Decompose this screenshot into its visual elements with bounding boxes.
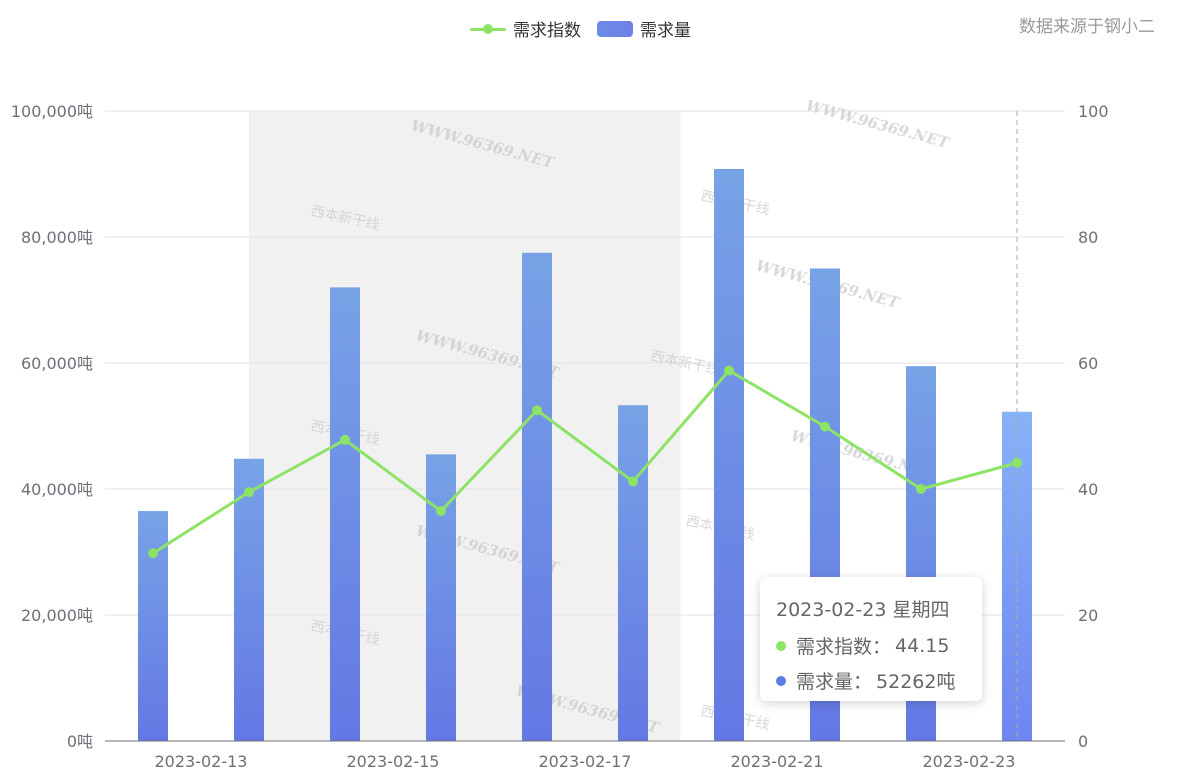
y-right-tick-label: 100 [1078, 102, 1109, 121]
x-tick-label: 2023-02-13 [155, 752, 248, 771]
bar-series-icon [597, 20, 633, 37]
watermark-url: WWW.96369.NET [804, 96, 953, 152]
y-right-tick-label: 80 [1078, 228, 1098, 247]
tooltip-sep: ： [872, 636, 892, 658]
y-right-tick-label: 20 [1078, 606, 1098, 625]
bar [330, 287, 360, 741]
y-left-tick-label: 60,000吨 [21, 354, 93, 373]
line-point [916, 484, 926, 494]
y-left-tick-label: 80,000吨 [21, 228, 93, 247]
line-point [244, 487, 254, 498]
y-right-tick-label: 40 [1078, 480, 1098, 499]
line-point [820, 421, 830, 432]
line-series-icon [470, 23, 506, 35]
line-point [436, 506, 446, 517]
bar [618, 405, 648, 741]
x-tick-label: 2023-02-23 [923, 752, 1016, 771]
legend: 需求指数 需求量 [470, 16, 707, 41]
tooltip-line-name: 需求指数 [796, 636, 873, 658]
tooltip-bar-name: 需求量 [796, 671, 854, 693]
bar [234, 458, 264, 741]
tooltip-line-value: 44.15 [895, 634, 950, 657]
legend-item-bar[interactable]: 需求量 [597, 16, 691, 41]
legend-bar-label: 需求量 [640, 21, 691, 41]
legend-item-line[interactable]: 需求指数 [470, 16, 581, 41]
tooltip-bar-value: 52262吨 [876, 671, 956, 693]
x-tick-label: 2023-02-15 [347, 752, 440, 771]
bar [714, 168, 744, 741]
line-point [724, 365, 734, 376]
tooltip-row-bar: 需求量： 52262吨 [776, 667, 966, 694]
y-right-tick-label: 0 [1078, 732, 1088, 751]
tooltip-line-dot [776, 640, 786, 651]
y-right-tick-label: 60 [1078, 354, 1098, 373]
tooltip-bar-dot [776, 675, 786, 686]
tooltip-sep: ： [853, 671, 873, 693]
line-series [152, 369, 1018, 555]
y-left-tick-label: 40,000吨 [21, 480, 93, 499]
highlight-band [249, 111, 681, 741]
line-point [628, 476, 638, 487]
data-source-note: 数据来源于钢小二 [1019, 17, 1155, 37]
tooltip-row-line: 需求指数： 44.15 [776, 632, 966, 659]
tooltip: 2023-02-23 星期四 需求指数： 44.15 需求量： 52262吨 [760, 577, 982, 701]
x-tick-label: 2023-02-21 [731, 752, 824, 771]
line-point [148, 548, 158, 559]
legend-line-label: 需求指数 [513, 21, 581, 41]
y-left-tick-label: 100,000吨 [11, 102, 93, 121]
y-left-tick-label: 20,000吨 [21, 606, 93, 625]
line-point [1012, 457, 1022, 468]
x-tick-label: 2023-02-17 [539, 752, 632, 771]
bar [426, 454, 456, 741]
y-left-tick-label: 0吨 [67, 732, 93, 751]
bar [522, 252, 552, 741]
line-point [532, 405, 542, 416]
line-point [340, 434, 350, 445]
tooltip-title: 2023-02-23 星期四 [776, 599, 950, 621]
